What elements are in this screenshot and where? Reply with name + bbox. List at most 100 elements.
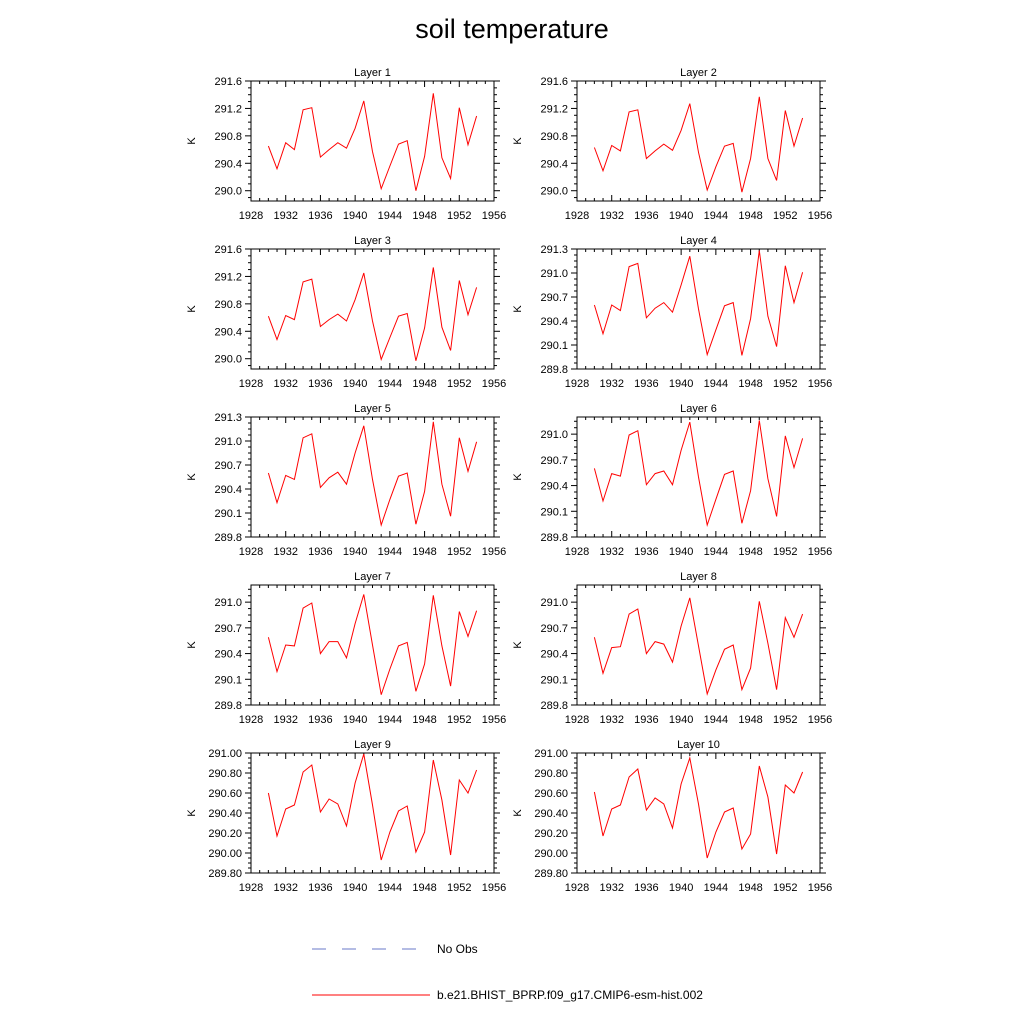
- x-tick-label: 1928: [239, 210, 263, 222]
- y-tick-label: 291.6: [540, 76, 568, 88]
- x-tick-label: 1936: [634, 546, 658, 558]
- panel-4: Layer 4 K 1928 1932 1936 1940 1944 1948 1952 1956…: [512, 235, 832, 390]
- y-tick-label: 289.80: [208, 868, 242, 880]
- panel-6: Layer 6 K 1928 1932 1936 1940 1944 1948 1952 1956…: [512, 403, 832, 558]
- x-tick-label: 1956: [808, 378, 832, 390]
- x-tick-label: 1952: [773, 378, 797, 390]
- x-tick-label: 1928: [565, 714, 589, 726]
- plot-frame: [250, 80, 495, 202]
- y-tick-label: 289.80: [534, 868, 568, 880]
- x-tick-label: 1928: [239, 882, 263, 894]
- x-tick-label: 1952: [773, 546, 797, 558]
- x-tick-label: 1944: [378, 714, 402, 726]
- y-tick-label: 291.0: [214, 597, 242, 609]
- x-tick-label: 1936: [308, 210, 332, 222]
- x-tick-label: 1952: [447, 378, 471, 390]
- x-tick-label: 1940: [343, 210, 367, 222]
- x-tick-label: 1932: [599, 714, 623, 726]
- y-tick-label: 290.4: [214, 326, 242, 338]
- y-tick-label: 290.8: [214, 299, 242, 311]
- y-tick-label: 289.8: [214, 700, 242, 712]
- x-tick-label: 1956: [482, 882, 506, 894]
- panel-9: Layer 9 K 1928 1932 1936 1940 1944 1948 1952 1956…: [186, 739, 506, 894]
- y-tick-label: 291.2: [214, 271, 242, 283]
- x-tick-label: 1928: [565, 882, 589, 894]
- y-tick-label: 291.0: [214, 436, 242, 448]
- x-tick-label: 1944: [704, 546, 728, 558]
- x-tick-label: 1944: [378, 210, 402, 222]
- y-tick-label: 291.00: [208, 748, 242, 760]
- x-tick-label: 1952: [773, 714, 797, 726]
- x-tick-label: 1944: [378, 882, 402, 894]
- y-tick-label: 290.4: [540, 481, 568, 493]
- y-tick-label: 289.8: [540, 700, 568, 712]
- panel-title: Layer 3: [354, 235, 391, 247]
- y-tick-label: 290.40: [208, 808, 242, 820]
- x-tick-label: 1940: [669, 714, 693, 726]
- x-tick-label: 1952: [773, 210, 797, 222]
- x-tick-label: 1940: [343, 378, 367, 390]
- x-tick-label: 1944: [378, 378, 402, 390]
- y-tick-label: 290.7: [540, 623, 568, 635]
- y-axis-label: K: [512, 641, 524, 649]
- x-tick-label: 1932: [273, 378, 297, 390]
- panel-title: Layer 2: [680, 67, 717, 79]
- series-line: [593, 420, 804, 527]
- x-tick-label: 1956: [808, 714, 832, 726]
- x-tick-label: 1936: [634, 882, 658, 894]
- panel-7: Layer 7 K 1928 1932 1936 1940 1944 1948 1952 1956…: [186, 571, 506, 726]
- x-tick-label: 1952: [447, 714, 471, 726]
- y-tick-label: 291.6: [214, 76, 242, 88]
- panel-title: Layer 4: [680, 235, 717, 247]
- y-tick-label: 290.4: [540, 649, 568, 661]
- panel-1: Layer 1 K 1928 1932 1936 1940 1944 1948 1952 1956…: [186, 67, 506, 222]
- panel-10: Layer 10 K 1928 1932 1936 1940 1944 1948 1952 195…: [512, 739, 832, 894]
- y-axis-label: K: [512, 137, 524, 145]
- x-tick-label: 1944: [704, 210, 728, 222]
- panel-8: Layer 8 K 1928 1932 1936 1940 1944 1948 1952 1956…: [512, 571, 832, 726]
- x-tick-label: 1948: [738, 714, 762, 726]
- panel-title: Layer 1: [354, 67, 391, 79]
- x-tick-label: 1944: [704, 378, 728, 390]
- y-tick-label: 290.1: [214, 674, 242, 686]
- x-tick-label: 1952: [447, 210, 471, 222]
- y-tick-label: 291.3: [214, 412, 242, 424]
- series-line: [593, 597, 804, 696]
- y-tick-label: 290.60: [208, 788, 242, 800]
- y-tick-label: 290.7: [214, 623, 242, 635]
- y-tick-label: 290.1: [540, 506, 568, 518]
- y-tick-label: 290.20: [208, 828, 242, 840]
- x-tick-label: 1928: [565, 546, 589, 558]
- y-tick-label: 290.7: [540, 455, 568, 467]
- x-tick-label: 1940: [343, 546, 367, 558]
- x-tick-label: 1936: [634, 210, 658, 222]
- x-tick-label: 1932: [599, 378, 623, 390]
- x-tick-label: 1936: [308, 378, 332, 390]
- y-tick-label: 290.40: [534, 808, 568, 820]
- x-tick-label: 1952: [773, 882, 797, 894]
- series-line: [267, 421, 478, 527]
- y-tick-label: 290.1: [540, 674, 568, 686]
- y-tick-label: 291.0: [540, 268, 568, 280]
- x-tick-label: 1948: [738, 546, 762, 558]
- x-tick-label: 1952: [447, 546, 471, 558]
- legend: No Obs b.e21.BHIST_BPRP.f09_g17.CMIP6-es…: [312, 942, 703, 1002]
- x-tick-label: 1932: [273, 210, 297, 222]
- x-tick-label: 1948: [738, 882, 762, 894]
- y-axis-label: K: [186, 305, 198, 313]
- legend-model-label: b.e21.BHIST_BPRP.f09_g17.CMIP6-esm-hist.…: [437, 988, 703, 1002]
- y-tick-label: 291.0: [540, 429, 568, 441]
- page-title: soil temperature: [415, 14, 609, 44]
- y-tick-label: 290.80: [534, 768, 568, 780]
- y-tick-label: 290.4: [214, 158, 242, 170]
- y-tick-label: 290.4: [214, 649, 242, 661]
- y-tick-label: 291.6: [214, 244, 242, 256]
- x-tick-label: 1944: [704, 714, 728, 726]
- x-tick-label: 1932: [599, 210, 623, 222]
- series-line: [267, 93, 478, 191]
- y-tick-label: 289.8: [540, 364, 568, 376]
- y-tick-label: 290.7: [540, 292, 568, 304]
- x-tick-label: 1928: [565, 378, 589, 390]
- y-axis-label: K: [186, 137, 198, 145]
